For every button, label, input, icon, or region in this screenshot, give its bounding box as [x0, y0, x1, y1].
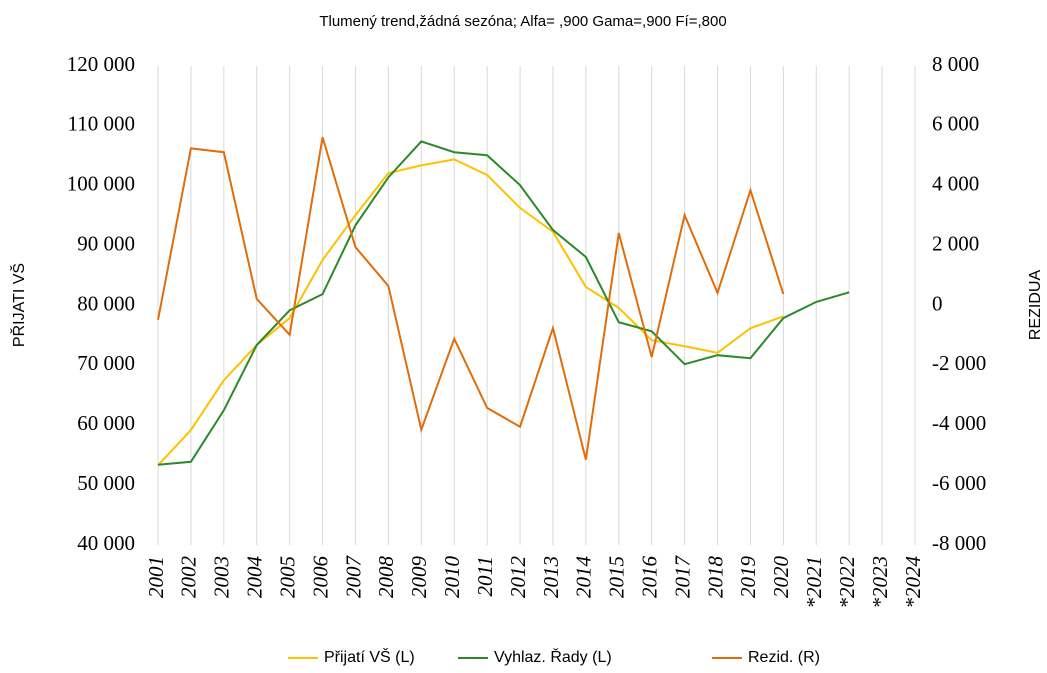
x-tick-label: 2020	[769, 556, 793, 599]
x-tick-label: 2003	[210, 556, 234, 598]
y-tick-label: 120 000	[67, 52, 135, 76]
chart-title: Tlumený trend,žádná sezóna; Alfa= ,900 G…	[319, 13, 726, 30]
x-tick-label: 2009	[407, 556, 431, 599]
x-tick-label: 2010	[440, 556, 464, 599]
y-tick-label: 80 000	[77, 291, 135, 315]
x-tick-label: 2014	[572, 556, 596, 599]
series-line	[157, 158, 784, 467]
y-tick-label: 70 000	[77, 351, 135, 375]
x-tick-label: 2013	[539, 556, 563, 598]
y-tick-label: 100 000	[67, 172, 135, 196]
y2-tick-label: 4 000	[932, 172, 979, 196]
y-tick-label: 110 000	[68, 112, 135, 136]
y-tick-label: 40 000	[77, 531, 135, 555]
y2-tick-label: 6 000	[932, 112, 979, 136]
x-tick-label: 2011	[473, 556, 497, 596]
y2-tick-label: 0	[932, 291, 943, 315]
x-tick-label: 2005	[275, 556, 299, 598]
series-line	[157, 140, 850, 466]
series-line	[157, 136, 785, 460]
x-tick-label: 2018	[703, 556, 727, 599]
x-tick-label: 2006	[308, 556, 332, 599]
y2-tick-label: -8 000	[932, 531, 986, 555]
x-tick-label: 2019	[736, 556, 760, 599]
x-tick-label: 2001	[144, 556, 168, 598]
x-tick-label: 2004	[243, 556, 267, 599]
y-tick-label: 90 000	[77, 231, 135, 255]
x-tick-label: 2007	[341, 555, 365, 599]
y2-tick-label: -4 000	[932, 411, 986, 435]
x-tick-label: 2002	[177, 556, 201, 599]
y2-tick-label: -6 000	[932, 471, 986, 495]
y-tick-label: 60 000	[77, 411, 135, 435]
y2-tick-label: 8 000	[932, 52, 979, 76]
x-tick-label: 2008	[374, 556, 398, 599]
y2-tick-label: 2 000	[932, 231, 979, 255]
x-tick-label: 2017	[670, 555, 694, 599]
x-tick-label: *2023	[868, 556, 892, 609]
y-axis-title: PŘIJATI VŠ	[9, 263, 28, 347]
x-tick-label: 2012	[506, 556, 530, 599]
legend-label: Vyhlaz. Řady (L)	[494, 647, 612, 666]
y2-tick-label: -2 000	[932, 351, 986, 375]
y2-axis-title: REZIDUA	[1027, 270, 1044, 341]
x-tick-label: 2016	[638, 556, 662, 599]
legend-label: Přijatí VŠ (L)	[324, 647, 415, 666]
x-tick-label: 2015	[605, 556, 629, 598]
legend-label: Rezid. (R)	[748, 649, 820, 666]
x-tick-label: *2021	[802, 556, 826, 609]
x-tick-label: *2022	[835, 556, 859, 609]
x-tick-label: *2024	[901, 556, 925, 609]
y-tick-label: 50 000	[77, 471, 135, 495]
